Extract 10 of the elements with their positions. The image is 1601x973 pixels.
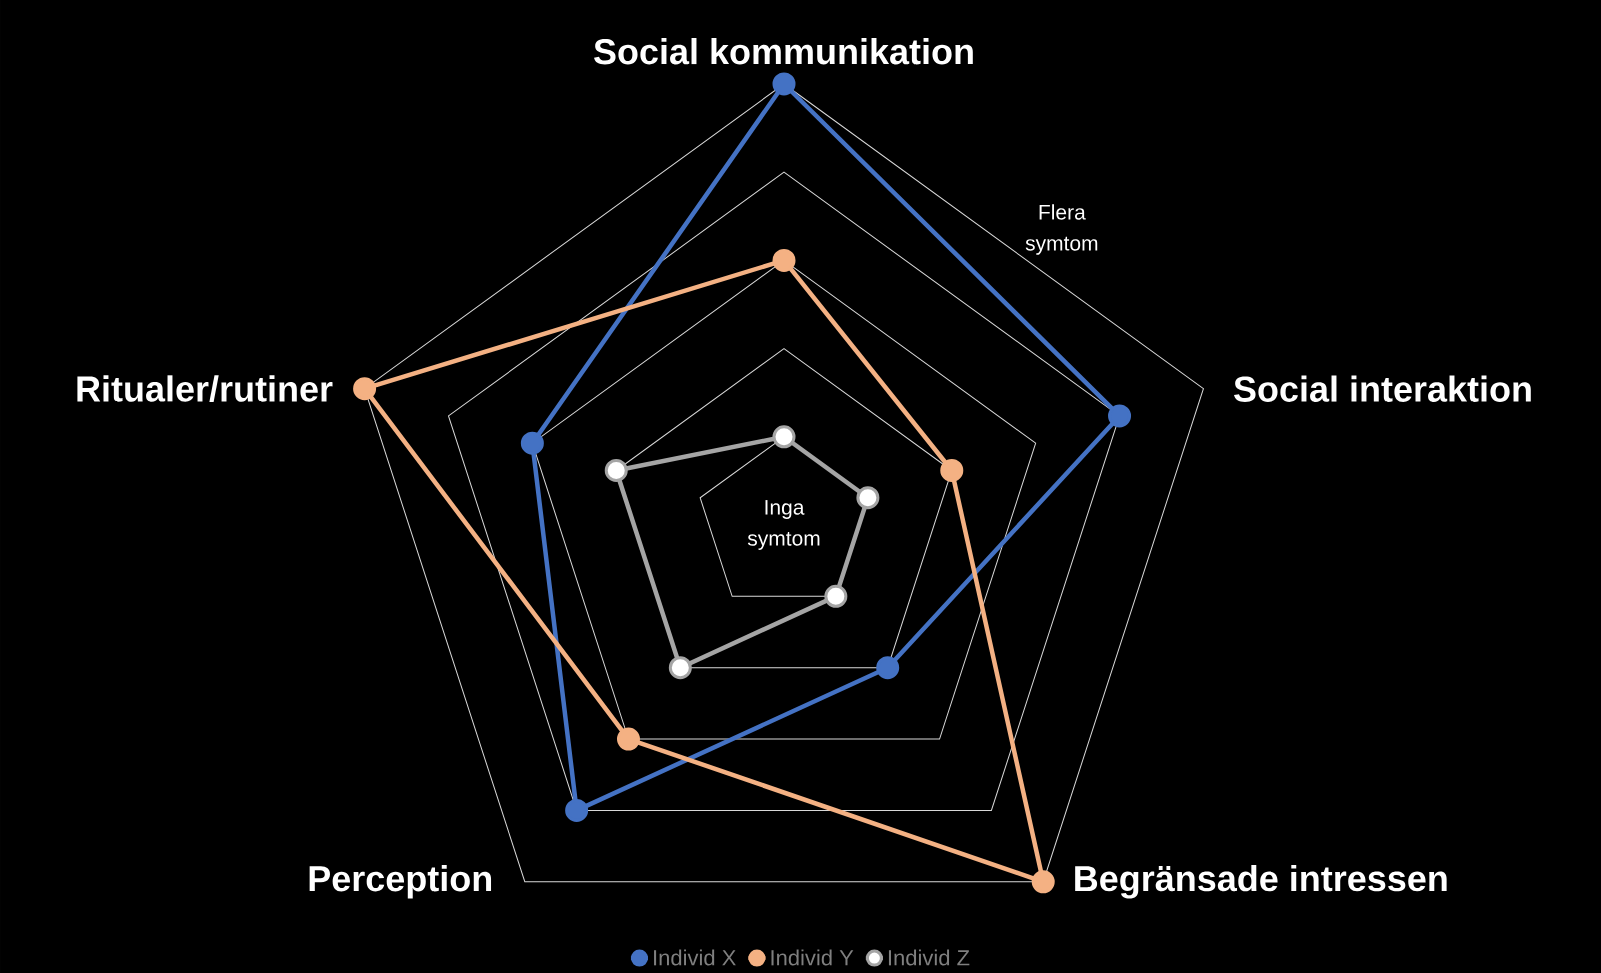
- spoke-label: Social kommunikation: [594, 38, 973, 65]
- text: Flera symtom: [1025, 204, 1098, 255]
- spoke-label: Perception: [309, 864, 492, 899]
- spoke-label: Begränsade intressen: [1075, 864, 1447, 899]
- legend-label: Individ Y: [771, 949, 854, 966]
- legend-label: Individ Z: [888, 949, 970, 966]
- spoke-label: Ritualer/rutiner: [77, 375, 333, 403]
- spoke-label: Social interaktion: [1234, 375, 1531, 402]
- legend-label: Individ X: [654, 949, 736, 966]
- text: Inga symtom: [747, 500, 820, 550]
